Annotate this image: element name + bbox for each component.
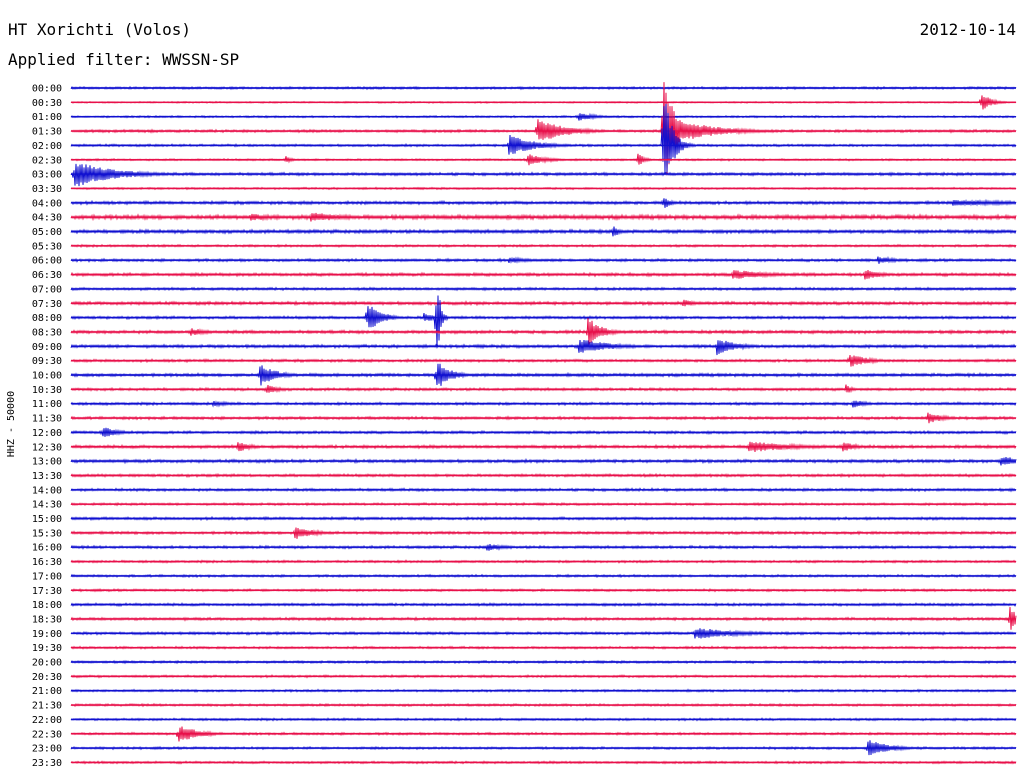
- row-time-label: 08:30: [32, 327, 62, 338]
- row-time-label: 18:00: [32, 600, 62, 611]
- row-time-label: 16:00: [32, 543, 62, 554]
- row-time-label: 11:00: [32, 399, 62, 410]
- row-time-label: 17:30: [32, 586, 62, 597]
- row-time-label: 03:00: [32, 170, 62, 181]
- row-time-label: 10:30: [32, 385, 62, 396]
- row-time-label: 22:30: [32, 729, 62, 740]
- row-time-label: 19:30: [32, 643, 62, 654]
- row-time-label: 13:30: [32, 471, 62, 482]
- row-time-label: 04:30: [32, 213, 62, 224]
- row-time-label: 05:30: [32, 241, 62, 252]
- trace-row: [70, 163, 1017, 187]
- row-time-label: 03:30: [32, 184, 62, 195]
- row-time-label: 12:00: [32, 428, 62, 439]
- row-time-label: 01:00: [32, 112, 62, 123]
- row-time-label: 04:00: [32, 198, 62, 209]
- row-time-label: 11:30: [32, 414, 62, 425]
- row-time-label: 15:00: [32, 514, 62, 525]
- row-time-label: 07:30: [32, 299, 62, 310]
- filter-label: Applied filter: WWSSN-SP: [8, 50, 240, 69]
- trace-row: [70, 340, 1017, 356]
- row-time-label: 13:00: [32, 457, 62, 468]
- trace-row: [70, 384, 1017, 394]
- row-time-label: 17:00: [32, 571, 62, 582]
- row-time-label: 02:30: [32, 155, 62, 166]
- row-time-label: 06:30: [32, 270, 62, 281]
- row-time-label: 00:00: [32, 84, 62, 95]
- row-time-label: 06:00: [32, 256, 62, 267]
- row-time-label: 00:30: [32, 98, 62, 109]
- row-time-label: 20:30: [32, 672, 62, 683]
- row-time-label: 23:30: [32, 758, 62, 769]
- date-label: 2012-10-14: [919, 20, 1016, 39]
- row-time-label: 12:30: [32, 442, 62, 453]
- row-time-label: 22:00: [32, 715, 62, 726]
- row-time-label: 21:00: [32, 686, 62, 697]
- row-time-label: 09:30: [32, 356, 62, 367]
- row-time-label: 14:00: [32, 485, 62, 496]
- row-time-label: 15:30: [32, 528, 62, 539]
- row-time-label: 14:30: [32, 500, 62, 511]
- row-time-label: 09:00: [32, 342, 62, 353]
- station-title: HT Xorichti (Volos): [8, 20, 192, 39]
- row-time-label: 07:00: [32, 284, 62, 295]
- row-time-label: 19:00: [32, 629, 62, 640]
- row-time-label: 23:00: [32, 744, 62, 755]
- row-time-label: 20:00: [32, 658, 62, 669]
- row-time-label: 01:30: [32, 127, 62, 138]
- row-time-label: 21:30: [32, 701, 62, 712]
- row-time-label: 16:30: [32, 557, 62, 568]
- row-time-label: 05:00: [32, 227, 62, 238]
- row-time-label: 02:00: [32, 141, 62, 152]
- row-time-label: 18:30: [32, 614, 62, 625]
- row-time-label: 10:00: [32, 371, 62, 382]
- row-time-label: 08:00: [32, 313, 62, 324]
